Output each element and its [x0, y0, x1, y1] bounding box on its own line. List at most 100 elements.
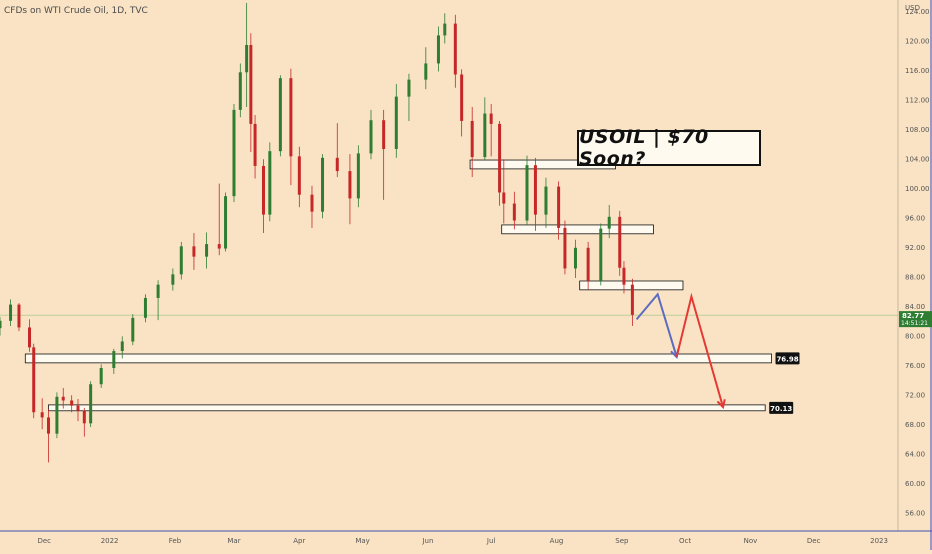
candle-body	[99, 368, 103, 385]
x-tick-label: Sep	[615, 537, 629, 545]
x-tick-label: 2022	[101, 537, 119, 545]
y-tick-label: 112.00	[905, 97, 930, 105]
zone-price-label: 70.13	[770, 405, 792, 413]
y-tick-label: 100.00	[905, 185, 930, 193]
zone-price-label: 76.98	[776, 355, 798, 363]
candle-body	[55, 396, 59, 434]
x-tick-label: Dec	[807, 537, 821, 545]
candle-body	[61, 396, 65, 401]
support-zone	[501, 224, 654, 235]
candle-body	[618, 216, 622, 268]
x-tick-label: Dec	[37, 537, 51, 545]
y-tick-label: 76.00	[905, 362, 925, 370]
support-zone	[48, 404, 766, 412]
candle-body	[156, 284, 160, 298]
candle-body	[192, 246, 196, 257]
candle-body	[205, 244, 209, 257]
y-tick-label: 84.00	[905, 303, 925, 311]
candle-body	[89, 384, 93, 424]
y-tick-label: 56.00	[905, 510, 925, 518]
y-tick-label: 92.00	[905, 244, 925, 252]
x-tick-label: Mar	[227, 537, 240, 545]
candle-body	[297, 156, 301, 195]
candle-body	[17, 304, 21, 328]
candle-body	[573, 247, 577, 269]
candle-body	[28, 327, 32, 348]
candle-body	[232, 109, 236, 197]
candle-body	[394, 96, 398, 149]
candle-body	[224, 196, 228, 249]
candle-body	[217, 244, 221, 249]
y-tick-label: 104.00	[905, 156, 930, 164]
candle-body	[607, 216, 611, 229]
candle-body	[268, 151, 272, 215]
x-tick-label: Feb	[169, 537, 182, 545]
y-axis-unit: USD	[905, 4, 920, 12]
zone-price-label-bg	[775, 352, 800, 365]
candle-body	[245, 44, 249, 73]
x-tick-label: Nov	[744, 537, 758, 545]
x-tick-label: Aug	[550, 537, 564, 545]
idea-title: USOIL | $70 Soon?	[577, 126, 761, 170]
candle-body	[131, 317, 135, 342]
candle-body	[321, 157, 325, 212]
x-tick-label: Oct	[679, 537, 691, 545]
candle-body	[310, 194, 314, 212]
candle-body	[238, 72, 242, 110]
x-tick-label: Apr	[293, 537, 305, 545]
y-tick-label: 96.00	[905, 215, 925, 223]
candle-body	[76, 405, 80, 411]
x-tick-label: Jun	[421, 537, 433, 545]
candle-body	[0, 320, 2, 329]
y-tick-label: 60.00	[905, 480, 925, 488]
candle-body	[289, 78, 293, 157]
candle-body	[278, 78, 282, 152]
candle-body	[112, 351, 116, 369]
candle-body	[498, 123, 502, 193]
candle-body	[424, 63, 428, 80]
candle-body	[443, 23, 447, 36]
candle-body	[40, 412, 44, 418]
candle-body	[120, 341, 124, 352]
candle-body	[544, 186, 548, 215]
y-tick-label: 116.00	[905, 67, 930, 75]
x-tick-label: Jul	[486, 537, 496, 545]
candle-body	[489, 113, 493, 124]
y-tick-label: 124.00	[905, 8, 930, 16]
candle-body	[512, 203, 516, 221]
projection-path	[635, 292, 678, 358]
candle-body	[179, 246, 183, 275]
candle-body	[407, 79, 411, 97]
candle-body	[46, 417, 50, 434]
symbol-header: CFDs on WTI Crude Oil, 1D, TVC	[4, 6, 148, 16]
y-tick-label: 64.00	[905, 451, 925, 459]
candle-body	[586, 247, 590, 281]
y-tick-label: 120.00	[905, 38, 930, 46]
zone-price-label-bg	[769, 401, 794, 414]
candle-body	[525, 165, 529, 221]
bar-countdown: 14:51:21	[901, 320, 928, 327]
y-tick-label: 80.00	[905, 333, 925, 341]
candle-body	[9, 304, 13, 321]
y-tick-label: 108.00	[905, 126, 930, 134]
x-tick-label: May	[355, 537, 369, 545]
candle-body	[171, 274, 175, 285]
candle-body	[348, 171, 352, 199]
candle-body	[70, 400, 74, 406]
candle-body	[335, 157, 339, 172]
candle-body	[502, 192, 506, 204]
candle-body	[460, 74, 464, 121]
candle-body	[557, 186, 561, 228]
candle-body	[82, 410, 86, 424]
candle-body	[436, 35, 440, 64]
candle-body	[563, 227, 567, 269]
x-tick-label: 2023	[870, 537, 888, 545]
last-price-value: 82.77	[902, 312, 924, 320]
candle-body	[143, 297, 147, 318]
support-zone	[24, 353, 772, 364]
y-tick-label: 72.00	[905, 392, 925, 400]
candle-body	[249, 44, 253, 124]
candle-body	[382, 120, 386, 149]
